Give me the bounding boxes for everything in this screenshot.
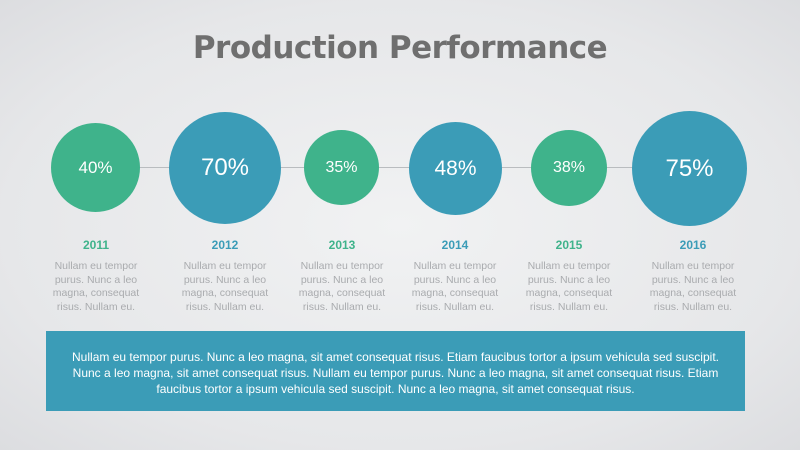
milestone-circle-2013: 35%	[304, 130, 379, 205]
milestone-description-2011: Nullam eu tempor purus. Nunc a leo magna…	[52, 260, 140, 313]
timeline-connector	[95, 167, 690, 168]
milestone-circle-2014: 48%	[409, 122, 502, 215]
summary-text: Nullam eu tempor purus. Nunc a leo magna…	[72, 350, 719, 396]
milestone-year-2015: 2015	[555, 238, 583, 252]
milestone-percent-2015: 38%	[552, 159, 586, 176]
milestone-description-2015: Nullam eu tempor purus. Nunc a leo magna…	[525, 260, 613, 313]
milestone-percent-2012: 70%	[200, 154, 250, 181]
milestone-description-2014: Nullam eu tempor purus. Nunc a leo magna…	[411, 260, 499, 313]
milestone-percent-2014: 48%	[434, 156, 477, 180]
milestone-percent-2016: 75%	[665, 154, 714, 182]
milestone-description-2012: Nullam eu tempor purus. Nunc a leo magna…	[181, 260, 269, 313]
milestone-circle-2016: 75%	[632, 111, 747, 226]
milestone-percent-2011: 40%	[78, 157, 113, 177]
milestone-percent-2013: 35%	[325, 158, 358, 176]
milestone-year-2013: 2013	[328, 238, 356, 252]
milestone-circle-2015: 38%	[531, 130, 607, 206]
milestone-description-2013: Nullam eu tempor purus. Nunc a leo magna…	[298, 260, 386, 313]
slide-title: Production Performance	[192, 30, 608, 66]
milestone-year-2012: 2012	[211, 238, 239, 252]
milestone-year-2011: 2011	[82, 238, 110, 252]
milestone-year-2016: 2016	[679, 238, 707, 252]
summary-banner: Nullam eu tempor purus. Nunc a leo magna…	[46, 331, 745, 411]
milestone-description-2016: Nullam eu tempor purus. Nunc a leo magna…	[649, 260, 737, 313]
milestone-circle-2012: 70%	[169, 112, 281, 224]
milestone-year-2014: 2014	[441, 238, 469, 252]
milestone-circle-2011: 40%	[51, 123, 140, 212]
